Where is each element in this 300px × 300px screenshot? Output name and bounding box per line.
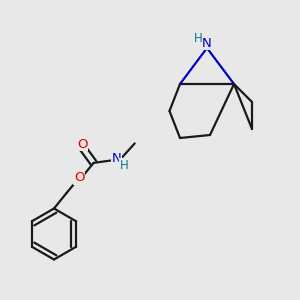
Text: N: N (202, 37, 212, 50)
Text: N: N (112, 152, 121, 166)
Text: O: O (74, 171, 85, 184)
Text: H: H (194, 32, 202, 46)
Text: O: O (77, 138, 88, 151)
Text: H: H (120, 159, 129, 172)
